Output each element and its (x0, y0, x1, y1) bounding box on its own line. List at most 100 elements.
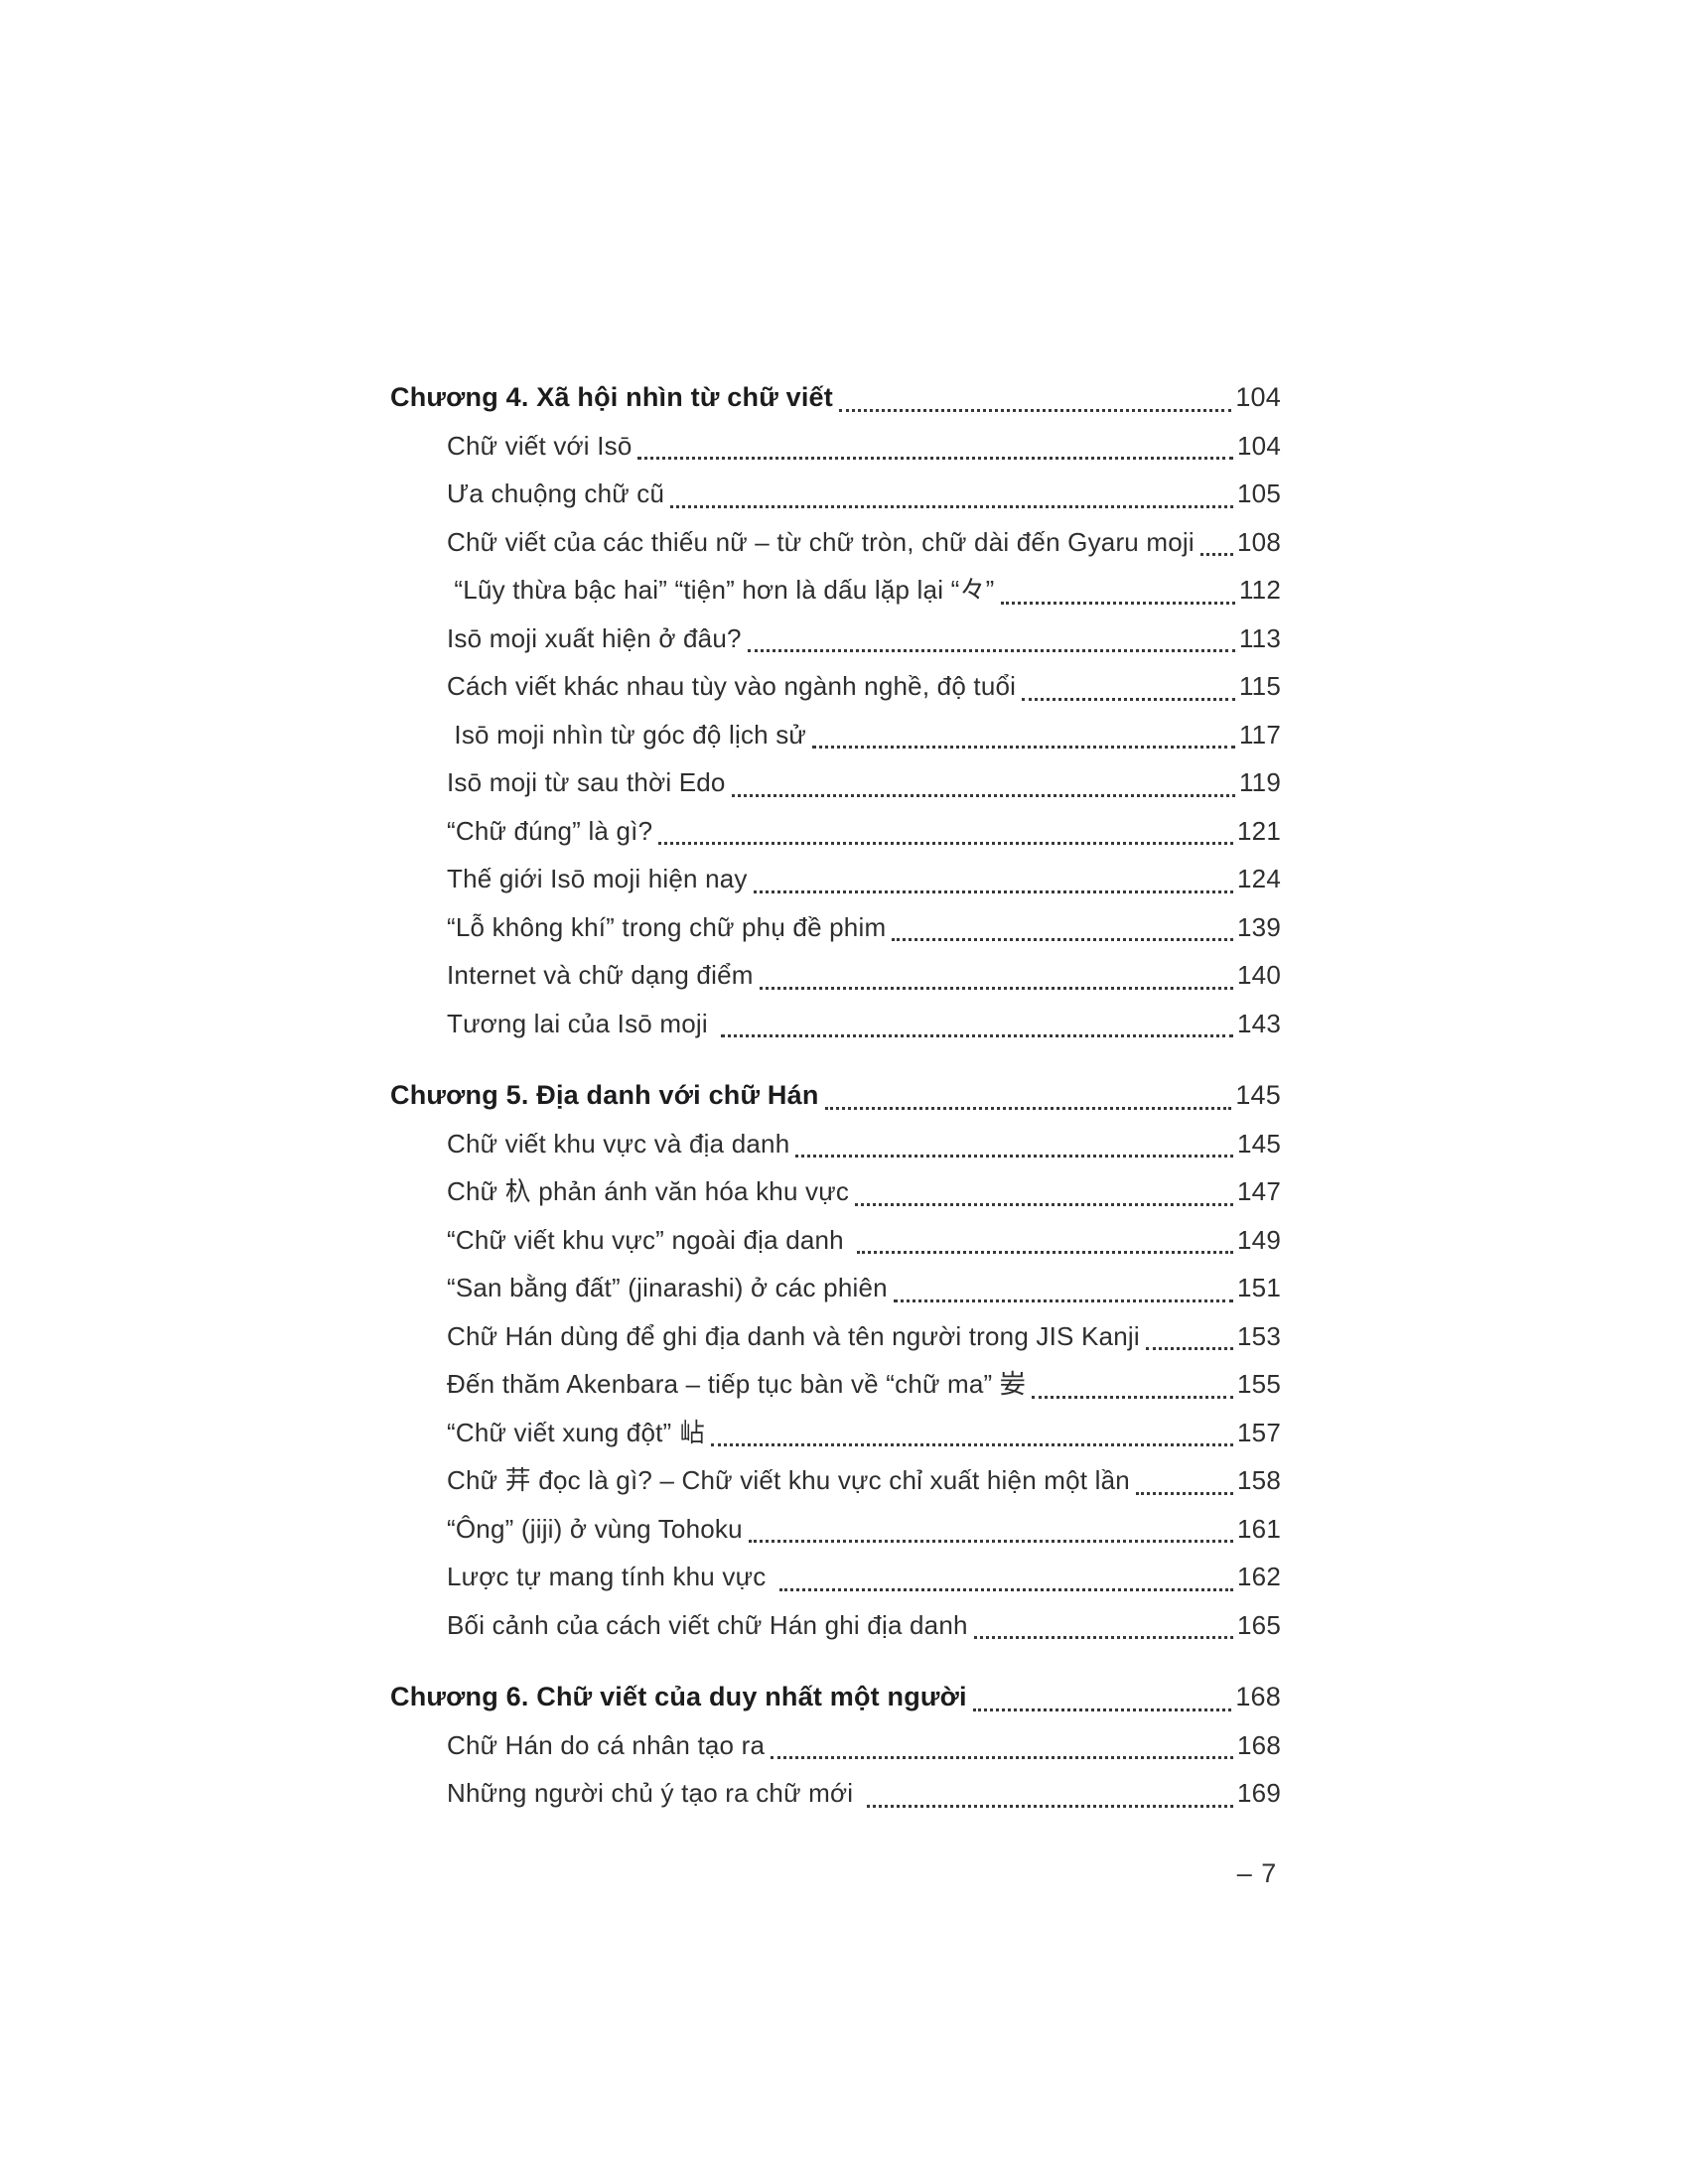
toc-entry-title: Ưa chuộng chữ cũ (447, 478, 665, 508)
toc-entry-page: 145 (1237, 1128, 1281, 1159)
dot-leader (893, 1298, 1234, 1302)
toc-entry-page: 113 (1238, 622, 1281, 653)
toc-entry-title: “Chữ viết khu vực” ngoài địa danh (447, 1224, 852, 1255)
dot-leader (637, 457, 1234, 460)
toc-entry-title: Chữ Hán do cá nhân tạo ra (447, 1729, 766, 1760)
toc-entry-page: 168 (1235, 1682, 1281, 1711)
dot-leader (658, 842, 1234, 845)
toc-entry-sub: “Chữ viết khu vực” ngoài địa danh 149 (390, 1216, 1281, 1265)
dot-leader (748, 1540, 1234, 1543)
toc-entry-title: “San bằng đất” (jinarashi) ở các phiên (447, 1273, 888, 1302)
toc-entry-sub: Thế giới Isō moji hiện nay 124 (390, 855, 1281, 903)
dot-leader (753, 889, 1234, 893)
toc-entry-title: Chương 4. Xã hội nhìn từ chữ viết (390, 382, 833, 412)
toc-entry-title: Những người chủ ý tạo ra chữ mới (447, 1778, 861, 1808)
toc-entry-chapter: Chương 5. Địa danh với chữ Hán 145 (390, 1071, 1281, 1120)
toc-entry-title: Chữ Hán dùng để ghi địa danh và tên ngườ… (447, 1320, 1140, 1351)
toc-entry-title: Thế giới Isō moji hiện nay (447, 864, 748, 893)
toc-entry-page: 145 (1235, 1080, 1281, 1110)
toc-entry-page: 157 (1237, 1417, 1281, 1447)
toc-entry-title: Isō moji từ sau thời Edo (447, 767, 726, 797)
dot-leader (812, 746, 1235, 749)
toc-entry-page: 143 (1237, 1008, 1281, 1038)
dot-leader (711, 1443, 1234, 1446)
toc-entry-title: Chữ viết của các thiếu nữ – từ chữ tròn,… (447, 526, 1195, 557)
toc-entry-title: Chữ viết khu vực và địa danh (447, 1128, 790, 1159)
toc-entry-sub: Chữ Hán dùng để ghi địa danh và tên ngườ… (390, 1312, 1281, 1361)
toc-entry-page: 158 (1237, 1465, 1281, 1495)
dot-leader (892, 938, 1234, 941)
dot-leader (824, 1106, 1232, 1110)
toc-entry-title: Isō moji nhìn từ góc độ lịch sử (447, 719, 807, 750)
dot-leader (771, 1756, 1234, 1759)
page-number-footer: – 7 (1236, 1858, 1278, 1888)
toc-entry-title: Chương 6. Chữ viết của duy nhất một ngườ… (390, 1682, 967, 1711)
toc-entry-sub: Chữ viết khu vực và địa danh 145 (390, 1120, 1281, 1168)
dot-leader (759, 986, 1234, 990)
toc-entry-page: 165 (1237, 1609, 1281, 1640)
dot-leader (1032, 1395, 1234, 1399)
dot-leader (1199, 553, 1234, 556)
toc-entry-sub: Isō moji nhìn từ góc độ lịch sử 117 (390, 711, 1281, 759)
toc-entry-sub: Isō moji từ sau thời Edo 119 (390, 758, 1281, 807)
dot-leader (866, 1804, 1234, 1808)
toc-entry-sub: “Ông” (jiji) ở vùng Tohoku 161 (390, 1505, 1281, 1554)
toc-entry-page: 119 (1238, 767, 1281, 797)
toc-entry-sub: Isō moji xuất hiện ở đâu? 113 (390, 614, 1281, 663)
toc-entry-page: 115 (1238, 671, 1281, 701)
toc-entry-sub: Bối cảnh của cách viết chữ Hán ghi địa d… (390, 1601, 1281, 1650)
toc-entry-page: 139 (1237, 911, 1281, 942)
toc-entry-title: Chữ 茾 đọc là gì? – Chữ viết khu vực chỉ … (447, 1465, 1130, 1495)
toc-entry-sub: Chữ Hán do cá nhân tạo ra 168 (390, 1721, 1281, 1770)
toc-entry-title: Internet và chữ dạng điểm (447, 960, 754, 990)
toc-entry-page: 168 (1237, 1729, 1281, 1760)
table-of-contents: Chương 4. Xã hội nhìn từ chữ viết 104 Ch… (390, 349, 1281, 1818)
toc-entry-title: Chữ viết với Isō (447, 430, 633, 461)
toc-entry-sub: “San bằng đất” (jinarashi) ở các phiên 1… (390, 1264, 1281, 1312)
toc-entry-chapter: Chương 6. Chữ viết của duy nhất một ngườ… (390, 1673, 1281, 1721)
toc-entry-sub: Tương lai của Isō moji 143 (390, 1000, 1281, 1048)
toc-entry-sub: Chữ viết của các thiếu nữ – từ chữ tròn,… (390, 518, 1281, 567)
toc-entry-title: “Lỗ không khí” trong chữ phụ đề phim (447, 911, 887, 942)
dot-leader (721, 1034, 1234, 1037)
toc-entry-title: “Ông” (jiji) ở vùng Tohoku (447, 1513, 743, 1544)
toc-entry-sub: “Chữ đúng” là gì? 121 (390, 807, 1281, 856)
toc-entry-page: 161 (1237, 1513, 1281, 1544)
dot-leader (1145, 1347, 1234, 1350)
dot-leader (670, 504, 1234, 508)
toc-entry-sub: Đến thăm Akenbara – tiếp tục bàn về “chữ… (390, 1360, 1281, 1409)
toc-entry-page: 105 (1237, 478, 1281, 508)
toc-entry-title: Isō moji xuất hiện ở đâu? (447, 622, 742, 653)
toc-entry-page: 151 (1237, 1273, 1281, 1302)
toc-entry-title: Đến thăm Akenbara – tiếp tục bàn về “chữ… (447, 1369, 1027, 1399)
toc-entry-title: Chữ 杁 phản ánh văn hóa khu vực (447, 1176, 850, 1206)
toc-entry-title: “Chữ viết xung đột” 岾 (447, 1417, 706, 1447)
toc-entry-sub: “Lỗ không khí” trong chữ phụ đề phim 139 (390, 903, 1281, 952)
toc-entry-sub: Cách viết khác nhau tùy vào ngành nghề, … (390, 662, 1281, 711)
toc-entry-sub: Những người chủ ý tạo ra chữ mới 169 (390, 1769, 1281, 1818)
toc-entry-title: “Chữ đúng” là gì? (447, 815, 653, 846)
toc-entry-page: 112 (1238, 575, 1281, 605)
dot-leader (855, 1202, 1234, 1206)
toc-entry-page: 117 (1238, 719, 1281, 750)
toc-entry-chapter: Chương 4. Xã hội nhìn từ chữ viết 104 (390, 373, 1281, 422)
dot-leader (1022, 697, 1235, 701)
dot-leader (1135, 1491, 1234, 1495)
toc-entry-page: 155 (1237, 1369, 1281, 1399)
dot-leader (838, 408, 1232, 412)
toc-entry-sub: “Lũy thừa bậc hai” “tiện” hơn là dấu lặp… (390, 566, 1281, 614)
dot-leader (857, 1251, 1234, 1254)
dot-leader (778, 1587, 1234, 1591)
toc-entry-sub: Internet và chữ dạng điểm 140 (390, 951, 1281, 1000)
toc-entry-page: 153 (1237, 1320, 1281, 1351)
toc-entry-page: 124 (1237, 864, 1281, 893)
dot-leader (795, 1155, 1234, 1158)
toc-entry-title: Tương lai của Isō moji (447, 1008, 716, 1038)
toc-entry-sub: Lược tự mang tính khu vực 162 (390, 1553, 1281, 1601)
toc-entry-title: Cách viết khác nhau tùy vào ngành nghề, … (447, 671, 1017, 701)
toc-entry-page: 108 (1237, 526, 1281, 557)
toc-entry-sub: Chữ 茾 đọc là gì? – Chữ viết khu vực chỉ … (390, 1456, 1281, 1505)
dot-leader (1000, 601, 1235, 605)
toc-entry-page: 104 (1237, 430, 1281, 461)
